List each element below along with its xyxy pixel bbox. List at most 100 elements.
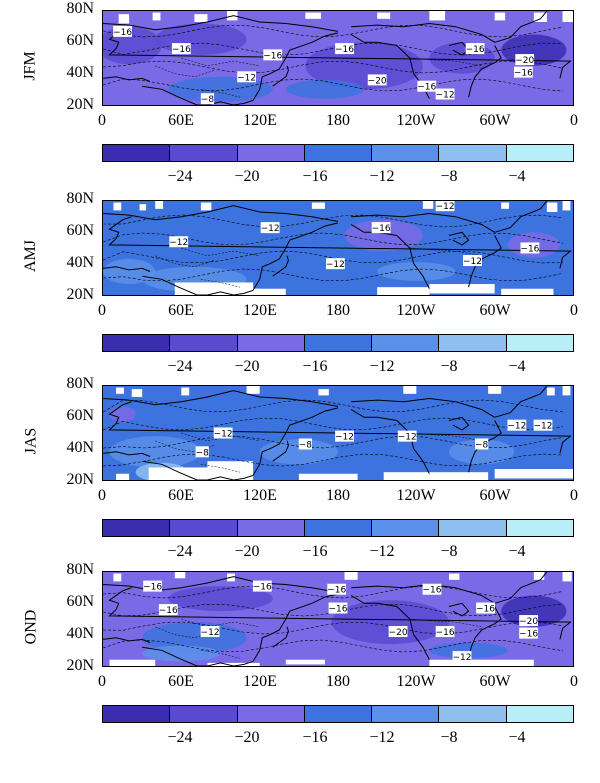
field-region: [429, 42, 495, 74]
field-region: [103, 258, 156, 285]
field-region: [259, 439, 338, 465]
field-region: [305, 42, 423, 90]
colorbar-segment: [372, 706, 440, 722]
coastline: [103, 390, 339, 407]
border-line: [409, 432, 482, 442]
contour-label: −16: [417, 80, 437, 93]
map-area: −16 −16 −16 −16 −16 −12 −16 −20 −16 −16 −20 −16 −12: [102, 571, 574, 667]
missing-data-block: [533, 572, 545, 580]
field-region: [142, 622, 247, 654]
missing-data-block: [494, 12, 506, 21]
contour-label: −12: [201, 626, 220, 638]
contour-label: −20: [515, 54, 534, 66]
missing-data-block: [200, 202, 212, 211]
map-svg: −16−16−16−16 −16−12−8−20−16−12−20−16: [103, 11, 573, 105]
contour-label: −8: [196, 446, 209, 458]
svg-text:−8: −8: [475, 440, 489, 450]
contour-label: −20: [389, 626, 408, 638]
border-line: [409, 618, 482, 628]
missing-data-block: [194, 14, 208, 22]
colorbar-tick-label: −16: [302, 358, 328, 375]
contour-label: −16: [329, 602, 348, 615]
colorbar-tick-label: −4: [508, 358, 526, 375]
coastline: [142, 32, 339, 105]
missing-data-block: [562, 201, 571, 211]
colorbar-segment: [103, 520, 171, 536]
colorbar-tick-label: −8: [440, 168, 458, 185]
svg-text:−12: −12: [214, 430, 233, 440]
contour-label: −8: [299, 438, 312, 450]
colorbar-tick-label: −20: [234, 168, 260, 185]
svg-text:−16: −16: [436, 628, 455, 638]
contour-line: [103, 585, 564, 599]
contour-label: −12: [436, 201, 455, 212]
contour-line: [103, 268, 564, 282]
longitude-tick-label: 0: [98, 673, 106, 690]
coastline: [351, 22, 495, 43]
missing-data-block: [109, 659, 156, 666]
svg-text:−20: −20: [519, 617, 538, 627]
contour-label: −16: [143, 580, 162, 593]
colorbar-tick-label: −4: [508, 168, 526, 185]
svg-text:−12: −12: [436, 202, 455, 212]
colorbar-segment: [103, 706, 171, 722]
colorbar-tick-label: −8: [440, 543, 458, 560]
svg-text:−16: −16: [466, 45, 485, 55]
border-line: [155, 626, 215, 639]
svg-text:−12: −12: [436, 91, 455, 101]
missing-data-block: [113, 573, 122, 582]
contour-label: −16: [263, 49, 282, 61]
border-line: [181, 247, 260, 257]
contour-line: [103, 60, 564, 74]
coastline: [468, 45, 502, 98]
latitude-tick-label: 80N: [66, 561, 94, 578]
svg-text:−12: −12: [398, 433, 417, 443]
missing-data-block: [131, 389, 143, 397]
map-svg: −12 −8 −8 −12 −12 −8 −12 −12: [103, 386, 573, 480]
coastline: [448, 231, 470, 246]
contour-line: [103, 453, 564, 467]
missing-data-block: [174, 572, 186, 579]
colorbar-segment: [237, 335, 305, 351]
longitude-tick-label: 180: [326, 112, 350, 129]
latitude-tick-label: 20N: [66, 96, 94, 113]
coastline: [142, 222, 339, 295]
map-area: −12 −12 −12 −16 −12 −12 −16: [102, 200, 574, 296]
colorbar-tick-label: −12: [369, 168, 395, 185]
map-panel-amj: AMJ 80N 60N 40N 20N −12 −12 −12 −16 −12 −12 −16 0 60E…: [0, 190, 600, 385]
colorbar-segment: [103, 145, 171, 161]
latitude-tick-label: 20N: [66, 286, 94, 303]
longitude-tick-label: 180: [326, 673, 350, 690]
longitude-tick-label: 0: [570, 487, 578, 504]
longitude-tick-label: 60E: [168, 673, 194, 690]
latitude-tick-label: 40N: [66, 625, 94, 642]
coastline: [494, 11, 548, 43]
missing-data-block: [311, 202, 325, 209]
missing-data-block: [116, 473, 130, 480]
map-area: −12 −8 −8 −12 −12 −8 −12 −12: [102, 385, 574, 481]
field-region: [448, 439, 515, 465]
longitude-tick-label: 120E: [243, 302, 277, 319]
colorbar-segment: [237, 520, 305, 536]
coastline: [108, 587, 572, 640]
longitude-tick-label: 60E: [168, 487, 194, 504]
missing-data-block: [207, 662, 260, 666]
missing-data-block: [488, 386, 502, 394]
coastline: [494, 572, 548, 604]
border-line: [181, 432, 260, 442]
season-label: AMJ: [21, 239, 39, 273]
coastline: [351, 212, 495, 233]
colorbar-tick-label: −16: [302, 729, 328, 746]
colorbar-tick-label: −4: [508, 543, 526, 560]
latitude-tick-label: 40N: [66, 64, 94, 81]
contour-label: −12: [436, 88, 455, 101]
border-line: [155, 440, 215, 453]
svg-text:−16: −16: [159, 606, 178, 616]
coastline: [272, 255, 289, 277]
colorbar-tick-label: −16: [302, 168, 328, 185]
contour-label: −12: [261, 222, 280, 234]
longitude-tick-label: 120E: [243, 487, 277, 504]
missing-data-block: [118, 14, 130, 24]
colorbar-tick-label: −24: [167, 358, 193, 375]
colorbar-segment: [439, 520, 507, 536]
